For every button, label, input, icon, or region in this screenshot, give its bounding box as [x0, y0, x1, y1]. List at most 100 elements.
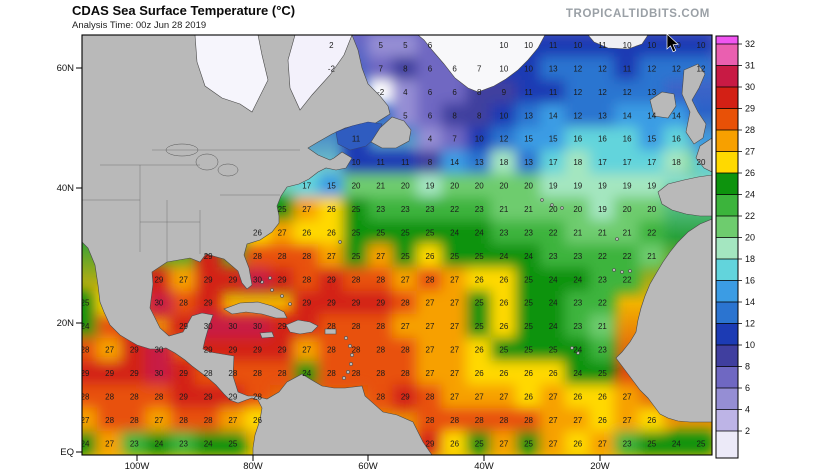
- hudson-strait: [287, 35, 353, 111]
- sst-value: 28: [401, 369, 410, 378]
- sst-value: 24: [154, 439, 163, 448]
- sst-value: 25: [499, 346, 508, 355]
- colorbar-tick-label: 26: [745, 168, 755, 178]
- sst-value: 5: [378, 41, 383, 50]
- sst-value: 28: [352, 369, 361, 378]
- x-tick-label: 100W: [125, 461, 150, 469]
- sst-value: 12: [598, 88, 607, 97]
- sst-value: 28: [327, 346, 336, 355]
- map-title: CDAS Sea Surface Temperature (°C): [72, 3, 296, 18]
- sst-value: 8: [403, 64, 408, 73]
- greenland: [417, 35, 546, 93]
- sst-value: 9: [502, 88, 507, 97]
- x-axis: 100W 80W 60W 40W 20W: [125, 455, 610, 469]
- sst-value: 24: [81, 439, 90, 448]
- sst-value: 27: [426, 346, 435, 355]
- sst-value: 28: [524, 416, 533, 425]
- sst-value: 25: [598, 369, 607, 378]
- sst-value: 29: [179, 369, 188, 378]
- sst-value: 28: [352, 346, 361, 355]
- sst-value: 29: [179, 392, 188, 401]
- colorbar-tick-label: 10: [745, 340, 755, 350]
- colorbar-tick-label: 2: [745, 426, 750, 436]
- sst-value: 23: [573, 252, 582, 261]
- y-axis: 60N 40N 20N EQ: [57, 63, 82, 458]
- sst-value: 26: [475, 346, 484, 355]
- sst-value: 22: [598, 252, 607, 261]
- sst-value: 23: [549, 252, 558, 261]
- sst-value: 10: [524, 41, 533, 50]
- sst-value: 11: [524, 88, 533, 97]
- bahamas: [260, 276, 292, 306]
- sst-values-layer: 2 5 5 6 10 10 11 10 11 10 10 10 10-2 7 8 6 6 7 10 10 13 12 12 1…: [81, 41, 706, 448]
- puerto-rico: [324, 328, 337, 335]
- sst-value: 23: [573, 322, 582, 331]
- iceland: [587, 35, 649, 50]
- sst-value: 23: [573, 299, 582, 308]
- sst-value: 19: [598, 205, 607, 214]
- sst-value: 20: [499, 182, 508, 191]
- sst-value: 20: [697, 158, 706, 167]
- lesser-antilles: [342, 336, 354, 380]
- sst-value: 29: [327, 275, 336, 284]
- france: [695, 137, 712, 173]
- sst-value: 28: [475, 416, 484, 425]
- sst-value: 29: [376, 299, 385, 308]
- great-britain: [681, 63, 707, 145]
- sst-value: 20: [450, 182, 459, 191]
- sst-value: 12: [573, 64, 582, 73]
- colorbar-tick-label: 12: [745, 319, 755, 329]
- sst-value: 21: [573, 228, 582, 237]
- sst-value: 13: [598, 111, 607, 120]
- sst-value: 25: [549, 346, 558, 355]
- sst-value: 27: [278, 228, 287, 237]
- sst-value: 30: [154, 346, 163, 355]
- sst-value: 16: [672, 135, 681, 144]
- sst-value: 19: [623, 182, 632, 191]
- sst-value: 28: [426, 275, 435, 284]
- sst-value: 27: [401, 322, 410, 331]
- sst-value: 28: [401, 299, 410, 308]
- colorbar-tick-label: 28: [745, 125, 755, 135]
- sst-value: 28: [278, 252, 287, 261]
- sst-value: 27: [573, 416, 582, 425]
- sst-value: 12: [672, 64, 681, 73]
- sst-value: 17: [623, 158, 632, 167]
- colorbar: 32 31 30 29 28 27 26 24 22 20 18 16 14 12 10 8 6 4 2: [715, 35, 755, 459]
- sst-value: 5: [403, 111, 408, 120]
- sst-value: 26: [499, 322, 508, 331]
- sst-value: 29: [228, 346, 237, 355]
- sst-value: 11: [598, 41, 607, 50]
- sst-value: 28: [105, 392, 114, 401]
- sst-value: -2: [377, 88, 385, 97]
- sst-value: 21: [647, 252, 656, 261]
- colorbar-tick-label: 27: [745, 147, 755, 157]
- sst-value: 26: [573, 439, 582, 448]
- sst-value: 7: [477, 64, 482, 73]
- sst-value: 25: [352, 205, 361, 214]
- sst-value: 23: [401, 205, 410, 214]
- sst-value: 24: [499, 252, 508, 261]
- sst-value: 27: [105, 346, 114, 355]
- sst-value: 11: [549, 88, 558, 97]
- sst-value: 25: [352, 228, 361, 237]
- sst-value: 11: [401, 158, 410, 167]
- sst-value: 24: [81, 322, 90, 331]
- sst-value: 18: [499, 158, 508, 167]
- sst-value: 26: [499, 299, 508, 308]
- sst-value: 26: [524, 369, 533, 378]
- sst-value: 27: [426, 299, 435, 308]
- sst-value: 21: [598, 322, 607, 331]
- sst-value: 18: [573, 158, 582, 167]
- hudson-bay: [194, 35, 269, 113]
- sst-value: 6: [428, 41, 433, 50]
- sst-value: 26: [253, 416, 262, 425]
- sst-value: 29: [204, 392, 213, 401]
- sst-value: 26: [302, 228, 311, 237]
- sst-value: 27: [327, 252, 336, 261]
- sst-value: 23: [179, 439, 188, 448]
- sst-value: 29: [253, 346, 262, 355]
- sst-value: 24: [549, 322, 558, 331]
- sst-value: 14: [549, 111, 558, 120]
